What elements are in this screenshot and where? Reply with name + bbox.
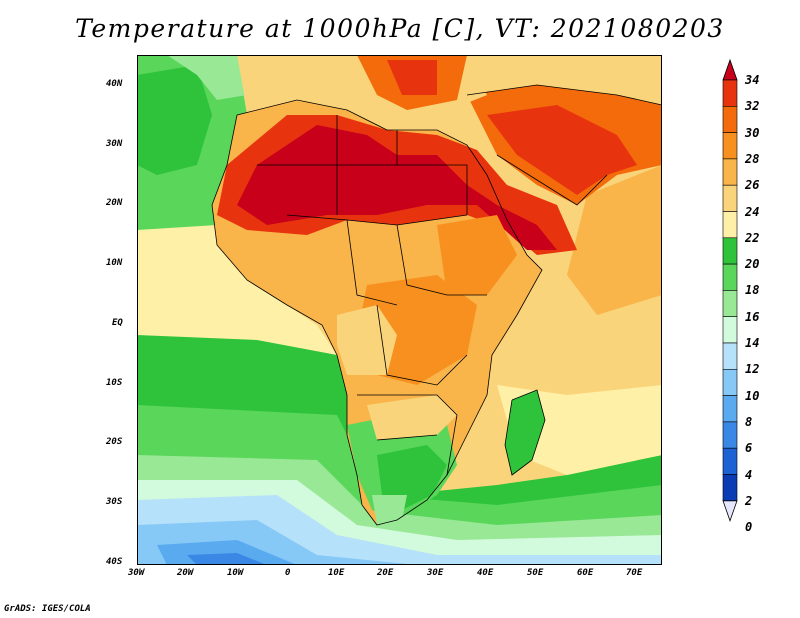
- colorbar-tick-label: 22: [745, 230, 760, 245]
- colorbar-arrow-bottom: [722, 500, 738, 523]
- y-tick-label: EQ: [112, 318, 123, 328]
- country-borders: [211, 84, 662, 526]
- credit-text: GrADS: IGES/COLA: [4, 604, 91, 614]
- colorbar-tick-label: 26: [745, 178, 760, 193]
- colorbar-tick-label: 4: [745, 467, 753, 482]
- x-tick-label: 60E: [577, 568, 594, 578]
- ocean-coldest-band: [187, 553, 267, 565]
- x-tick-label: 10E: [328, 568, 345, 578]
- southern-africa-cooler: [377, 445, 447, 510]
- colorbar-swatch: [722, 447, 738, 475]
- x-tick-label: 20W: [177, 568, 194, 578]
- colorbar-tick-label: 32: [745, 99, 760, 114]
- temperature-map: [137, 55, 662, 565]
- border-line: [357, 394, 458, 476]
- colorbar-tick-label: 2: [745, 493, 753, 508]
- colorbar-tick-label: 8: [745, 414, 753, 429]
- chart-title: Temperature at 1000hPa [C], VT: 20210802…: [75, 14, 725, 43]
- atlantic-north-light-region: [167, 55, 247, 100]
- y-tick-label: 10N: [106, 258, 123, 268]
- colorbar-tick-label: 12: [745, 362, 760, 377]
- colorbar-swatch: [722, 474, 738, 502]
- colorbar-tick-label: 14: [745, 336, 760, 350]
- x-tick-label: 30E: [427, 568, 444, 578]
- balkans-hot-core: [387, 60, 437, 95]
- colorbar-swatch: [722, 421, 738, 449]
- colorbar-swatch: [722, 237, 738, 265]
- indian-ocean-warmer: [567, 165, 662, 315]
- colorbar-swatch: [722, 184, 738, 212]
- x-tick-label: 70E: [626, 568, 643, 578]
- colorbar-swatch: [722, 395, 738, 423]
- y-tick-label: 40S: [106, 557, 123, 567]
- colorbar-tick-label: 28: [745, 151, 760, 166]
- y-tick-label: 30S: [106, 497, 123, 507]
- atlantic-north-cool-core: [137, 65, 212, 175]
- y-tick-label: 10S: [106, 378, 123, 388]
- arabia-hottest-core: [487, 105, 637, 195]
- colorbar-tick-label: 0: [745, 520, 753, 535]
- colorbar-swatch: [722, 105, 738, 133]
- border-line: [376, 304, 468, 386]
- colorbar-tick-label: 18: [745, 283, 760, 298]
- colorbar-swatch: [722, 290, 738, 317]
- border-line: [376, 434, 438, 441]
- x-tick-label: 20E: [377, 568, 394, 578]
- colorbar-swatch: [722, 79, 738, 107]
- y-tick-label: 20S: [106, 437, 123, 447]
- colorbar-tick-label: 20: [745, 257, 760, 272]
- border-line: [466, 84, 662, 106]
- border-line: [286, 214, 468, 226]
- colorbar-arrow-top: [722, 58, 738, 81]
- colorbar: [722, 58, 738, 523]
- madagascar: [505, 390, 545, 475]
- colorbar-tick-label: 6: [745, 441, 753, 456]
- border-line: [496, 154, 608, 206]
- atlantic-equatorial-warm: [137, 225, 337, 355]
- colorbar-tick-label: 10: [745, 388, 760, 403]
- east-africa-warm: [437, 215, 517, 295]
- border-line: [397, 164, 468, 215]
- colorbar-swatch: [722, 316, 738, 344]
- colorbar-swatch: [722, 158, 738, 186]
- colorbar-swatch: [722, 368, 738, 396]
- border-line: [396, 224, 487, 296]
- colorbar-tick-label: 34: [745, 73, 760, 87]
- border-line: [336, 115, 398, 166]
- colorbar-swatch: [722, 342, 738, 370]
- africa-coastline: [211, 99, 543, 526]
- colorbar-tick-label: 16: [745, 309, 760, 324]
- sahara-hottest-core: [237, 125, 557, 250]
- map-frame: [137, 55, 662, 565]
- south-africa-tip: [372, 495, 407, 525]
- x-tick-label: 30W: [128, 568, 145, 578]
- colorbar-swatch: [722, 132, 738, 160]
- congo-basin-cooler: [337, 305, 397, 375]
- colorbar-tick-label: 30: [745, 125, 760, 140]
- y-tick-label: 20N: [106, 198, 123, 208]
- colorbar-swatch: [722, 211, 738, 239]
- y-tick-label: 40N: [106, 79, 123, 89]
- x-tick-label: 10W: [227, 568, 244, 578]
- colorbar-swatch: [722, 263, 738, 291]
- y-tick-label: 30N: [106, 139, 123, 149]
- x-tick-label: 50E: [527, 568, 544, 578]
- colorbar-tick-label: 24: [745, 204, 760, 219]
- kalahari-warm: [367, 395, 457, 440]
- x-tick-label: 40E: [477, 568, 494, 578]
- border-line: [346, 219, 398, 306]
- x-tick-label: 0: [285, 568, 291, 578]
- madagascar-coastline: [504, 389, 546, 476]
